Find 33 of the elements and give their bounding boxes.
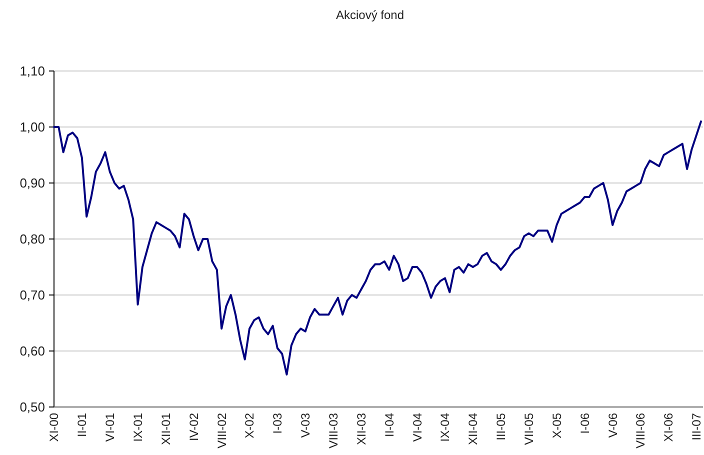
y-tick-label: 0,50 <box>20 400 45 415</box>
x-tick-label: XII-04 <box>466 412 480 446</box>
line-series <box>53 120 702 376</box>
x-tick-label: V-03 <box>298 412 313 438</box>
x-tick-label: I-06 <box>578 412 592 434</box>
x-tick-label: VIII-03 <box>326 412 340 448</box>
x-tick-label: VIII-02 <box>214 412 229 448</box>
x-tick-label: VII-05 <box>522 412 536 446</box>
x-tick-label: XI-00 <box>47 412 62 442</box>
y-tick-label: 0,70 <box>20 288 45 303</box>
x-tick-label: X-02 <box>242 412 257 438</box>
x-tick-label: II-04 <box>382 412 396 438</box>
y-tick-label: 1,10 <box>20 64 45 79</box>
y-tick-label: 0,80 <box>20 232 45 247</box>
x-tick-label: III-05 <box>494 412 508 440</box>
x-tick-label: XII-01 <box>158 412 173 446</box>
y-tick-label: 1,00 <box>20 120 45 135</box>
x-tick-label: II-01 <box>75 412 90 438</box>
x-tick-label: IV-02 <box>186 412 201 442</box>
x-tick-label: XII-03 <box>354 412 368 446</box>
x-tick-label: IX-04 <box>438 412 452 442</box>
y-tick-label: 0,60 <box>20 344 45 359</box>
y-tick-label: 0,90 <box>20 176 45 191</box>
x-tick-label: VIII-06 <box>634 412 648 448</box>
x-tick-label: IX-01 <box>130 412 145 442</box>
x-tick-label: III-07 <box>690 412 704 440</box>
x-tick-label: X-05 <box>550 412 564 438</box>
x-tick-label: XI-06 <box>662 412 676 442</box>
x-tick-label: VI-04 <box>410 412 424 442</box>
x-tick-label: I-03 <box>270 412 285 434</box>
x-tick-label: V-06 <box>606 412 620 438</box>
chart-title: Akciový fond <box>336 8 404 22</box>
x-tick-label: VI-01 <box>103 412 118 442</box>
